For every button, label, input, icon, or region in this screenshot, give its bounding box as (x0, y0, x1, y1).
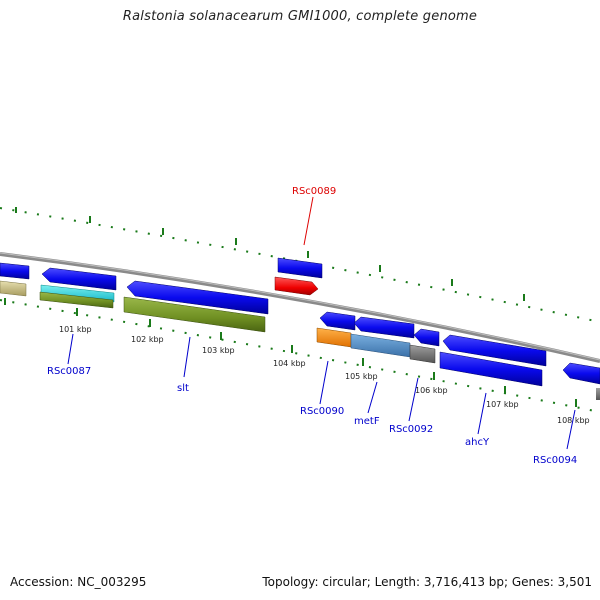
gene-metf-blue[interactable] (353, 316, 415, 339)
gene-label-rsc0092[interactable]: RSc0092 (389, 424, 433, 435)
tick-label-106: 106 kbp (415, 386, 448, 395)
tick-label-105: 105 kbp (345, 372, 378, 381)
gene-rsc0087-cyan[interactable] (40, 284, 115, 303)
gene-rsc0089-red[interactable] (274, 276, 319, 296)
tick-label-104: 104 kbp (273, 359, 306, 368)
gene-rsc0094-blue[interactable] (562, 362, 600, 385)
outer-major-ticks (15, 207, 525, 301)
gene-label-rsc0094[interactable]: RSc0094 (533, 455, 577, 466)
tick-label-107: 107 kbp (486, 400, 519, 409)
gene-rsc0089-blue[interactable] (277, 257, 323, 279)
map-title: Ralstonia solanacearum GMI1000, complete… (122, 9, 478, 24)
genome-backbone-highlight (0, 252, 600, 361)
gene-metf-steelblue[interactable] (350, 333, 411, 358)
gene-ahcy-blue-upper[interactable] (442, 334, 547, 367)
gene-label-rsc0090[interactable]: RSc0090 (300, 406, 344, 417)
gene-ahcy-blue-lower[interactable] (439, 351, 543, 387)
gene-rsc0087-blue[interactable] (41, 267, 117, 291)
tick-label-102: 102 kbp (131, 335, 164, 344)
tick-label-103: 103 kbp (202, 346, 235, 355)
gene-label-slt[interactable]: slt (177, 383, 189, 394)
accession-text: Accession: NC_003295 (10, 575, 147, 589)
gene-label-metf[interactable]: metF (354, 416, 380, 427)
gene-label-ahcy[interactable]: ahcY (465, 437, 490, 448)
gene-rsc0092-blue[interactable] (413, 328, 440, 347)
gene-rsc0090-orange[interactable] (316, 327, 352, 348)
reverse-genes (0, 262, 600, 400)
gene-left-khaki[interactable] (0, 280, 27, 297)
gene-rsc0094-gray[interactable] (596, 388, 600, 400)
gene-slt-blue[interactable] (126, 280, 269, 315)
gene-rsc0090-blue[interactable] (319, 311, 356, 331)
gene-rsc0092-gray[interactable] (409, 344, 436, 364)
gene-slt-olive[interactable] (123, 296, 266, 333)
gene-left-fragment[interactable] (0, 262, 30, 280)
forward-genes (274, 257, 323, 296)
gene-label-rsc0089[interactable]: RSc0089 (292, 186, 336, 197)
tick-label-101: 101 kbp (59, 325, 92, 334)
genome-backbone (0, 252, 600, 363)
gene-rsc0087-olive[interactable] (39, 291, 114, 309)
gene-label-rsc0087[interactable]: RSc0087 (47, 366, 91, 377)
inner-major-ticks (4, 298, 577, 407)
leader-lines (67, 196, 576, 450)
genome-info-text: Topology: circular; Length: 3,716,413 bp… (262, 575, 592, 589)
